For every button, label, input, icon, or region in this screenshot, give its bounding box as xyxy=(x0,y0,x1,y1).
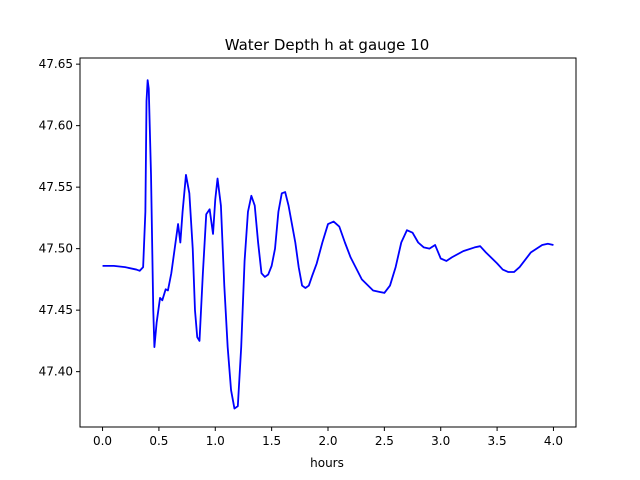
x-tick-label: 1.0 xyxy=(206,434,225,448)
y-axis: 47.40 47.45 47.50 47.55 47.60 47.65 xyxy=(39,57,80,379)
x-tick-label: 2.5 xyxy=(375,434,394,448)
y-tick-label: 47.55 xyxy=(39,180,73,194)
x-tick-label: 3.0 xyxy=(431,434,450,448)
series-line-0 xyxy=(102,79,554,410)
y-tick-label: 47.60 xyxy=(39,119,73,133)
x-tick-label: 0.5 xyxy=(149,434,168,448)
chart-title: Water Depth h at gauge 10 xyxy=(225,36,430,54)
x-axis: 0.0 0.5 1.0 1.5 2.0 2.5 3.0 3.5 4.0 xyxy=(93,427,563,448)
x-tick-label: 4.0 xyxy=(544,434,563,448)
y-tick-label: 47.50 xyxy=(39,242,73,256)
plot-area xyxy=(102,79,554,410)
y-tick-label: 47.40 xyxy=(39,365,73,379)
x-tick-label: 3.5 xyxy=(488,434,507,448)
x-axis-label: hours xyxy=(310,456,344,470)
plot-frame xyxy=(79,57,577,428)
x-tick-label: 0.0 xyxy=(93,434,112,448)
y-tick-label: 47.65 xyxy=(39,57,73,71)
x-tick-label: 2.0 xyxy=(318,434,337,448)
x-tick-label: 1.5 xyxy=(262,434,281,448)
y-tick-label: 47.45 xyxy=(39,303,73,317)
